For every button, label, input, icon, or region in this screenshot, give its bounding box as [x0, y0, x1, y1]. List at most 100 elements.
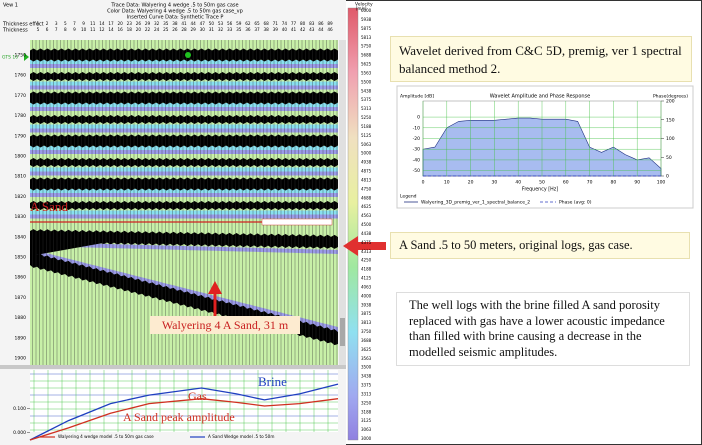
- gas-label: Gas: [188, 389, 207, 403]
- x-tick-label: 0: [422, 180, 425, 186]
- trace-number: 47: [200, 21, 206, 26]
- velocity-label: 4250: [361, 258, 372, 263]
- thickness-number: 44: [318, 27, 324, 32]
- depth-label: 1840: [15, 234, 27, 240]
- trace-number: 29: [145, 21, 151, 26]
- y-tick-label: 0: [417, 115, 420, 121]
- thickness-number: 29: [190, 27, 196, 32]
- thickness-number: 26: [172, 27, 178, 32]
- y-tick-label: -10: [413, 125, 420, 131]
- trace-number: 86: [318, 21, 324, 26]
- velocity-label: 4750: [361, 186, 372, 191]
- depth-label: 1830: [15, 214, 27, 220]
- y-tick-label: -40: [413, 157, 420, 163]
- legend-label: Phase (avg: 0): [559, 200, 592, 206]
- depth-label: 1870: [15, 295, 27, 301]
- trace-number: 17: [108, 21, 114, 26]
- y-tick-label: -20: [413, 136, 420, 142]
- thickness-number: 16: [117, 27, 123, 32]
- velocity-label: 4938: [361, 160, 372, 165]
- depth-label: 1770: [15, 93, 27, 99]
- velocity-label: 4000: [361, 293, 372, 298]
- thickness-number: 11: [90, 27, 96, 32]
- y2-tick-label: 150: [666, 117, 675, 123]
- trace-number: 74: [282, 21, 288, 26]
- thickness-number: 40: [282, 27, 288, 32]
- depth-label: 1790: [15, 133, 27, 139]
- chart-title: Wavelet Amplitude and Phase Response: [490, 94, 590, 100]
- y-tick-label: -50: [413, 168, 420, 174]
- trace-number: 59: [236, 21, 242, 26]
- velocity-label: 5000: [361, 151, 372, 156]
- x-tick-label: 50: [539, 180, 545, 186]
- velocity-label: 4688: [361, 195, 372, 200]
- trace-number: 9: [82, 21, 85, 26]
- well-marker: [185, 52, 191, 58]
- trace-number: 56: [227, 21, 233, 26]
- depth-label: 1760: [15, 73, 27, 79]
- trace-number: 83: [309, 21, 315, 26]
- scroll-thumb[interactable]: [340, 318, 345, 346]
- thickness-number: 24: [154, 27, 160, 32]
- velocity-label: 5063: [361, 142, 372, 147]
- callout-text: Walyering 4 A Sand, 31 m: [162, 318, 289, 332]
- window-title: Vew 1: [3, 3, 18, 9]
- velocity-label: 3250: [361, 400, 372, 405]
- trace-number: 14: [99, 21, 105, 26]
- velocity-label: 4125: [361, 276, 372, 281]
- scrollbar[interactable]: [339, 40, 346, 365]
- velocity-label: 4563: [361, 213, 372, 218]
- conclusion: The well logs with the brine filled A sa…: [396, 292, 690, 366]
- trace-number: 23: [127, 21, 133, 26]
- x-tick-label: 60: [563, 180, 569, 186]
- velocity-label: 4313: [361, 249, 372, 254]
- velocity-label: 5938: [361, 17, 372, 22]
- thickness-number: 31: [209, 27, 215, 32]
- velocity-label: 4063: [361, 284, 372, 289]
- thickness-number: 18: [127, 27, 133, 32]
- x-tick-label: 80: [611, 180, 617, 186]
- slide: Vew 1 Trace Data: Walyering 4 wedge .5 t…: [0, 0, 702, 445]
- y2-tick-label: 100: [666, 136, 675, 142]
- x-axis-title: Frequency [Hz]: [522, 187, 558, 193]
- y2-tick-label: 200: [666, 99, 675, 105]
- thickness-number: 33: [227, 27, 233, 32]
- velocity-label: 4375: [361, 240, 372, 245]
- thickness-number: 5: [37, 27, 40, 32]
- trace-number: 26: [136, 21, 142, 26]
- depth-label: 1750: [15, 53, 27, 59]
- x-tick-label: 70: [587, 180, 593, 186]
- thickness-number: 43: [309, 27, 315, 32]
- thickness-number: 36: [245, 27, 251, 32]
- trace-number: 89: [327, 21, 333, 26]
- velocity-label: 3563: [361, 356, 372, 361]
- horizon-tag: [262, 219, 332, 225]
- case-note: A Sand .5 to 50 meters, original logs, g…: [390, 232, 690, 259]
- thickness-number: 20: [136, 27, 142, 32]
- velocity-label: 4875: [361, 169, 372, 174]
- thickness-number: 32: [218, 27, 224, 32]
- velocity-label: 6000: [361, 8, 372, 13]
- velocity-label: 3688: [361, 338, 372, 343]
- velocity-label: 5438: [361, 88, 372, 93]
- thickness-number: 35: [236, 27, 242, 32]
- y-tick-label: -30: [413, 147, 420, 153]
- x-tick-label: 90: [634, 180, 640, 186]
- velocity-label: 3000: [361, 436, 372, 441]
- velocity-label: 5313: [361, 106, 372, 111]
- trace-number: 3: [55, 21, 58, 26]
- velocity-label: 4500: [361, 222, 372, 227]
- depth-label: 1850: [15, 255, 27, 261]
- velocity-colorbar: [348, 8, 358, 440]
- velocity-label: 3500: [361, 365, 372, 370]
- x-tick-label: 30: [492, 180, 498, 186]
- legend-label: Walyering_3D_premig_ver_1_spectral_balan…: [421, 200, 530, 206]
- thickness-number: 6: [46, 27, 49, 32]
- velocity-label: 5125: [361, 133, 372, 138]
- thickness-number: 9: [73, 27, 76, 32]
- velocity-label: 4188: [361, 267, 372, 272]
- trace-number: 7: [73, 21, 76, 26]
- depth-label: 1810: [15, 174, 27, 180]
- velocity-label: 5625: [361, 62, 372, 67]
- thickness-number: 37: [254, 27, 260, 32]
